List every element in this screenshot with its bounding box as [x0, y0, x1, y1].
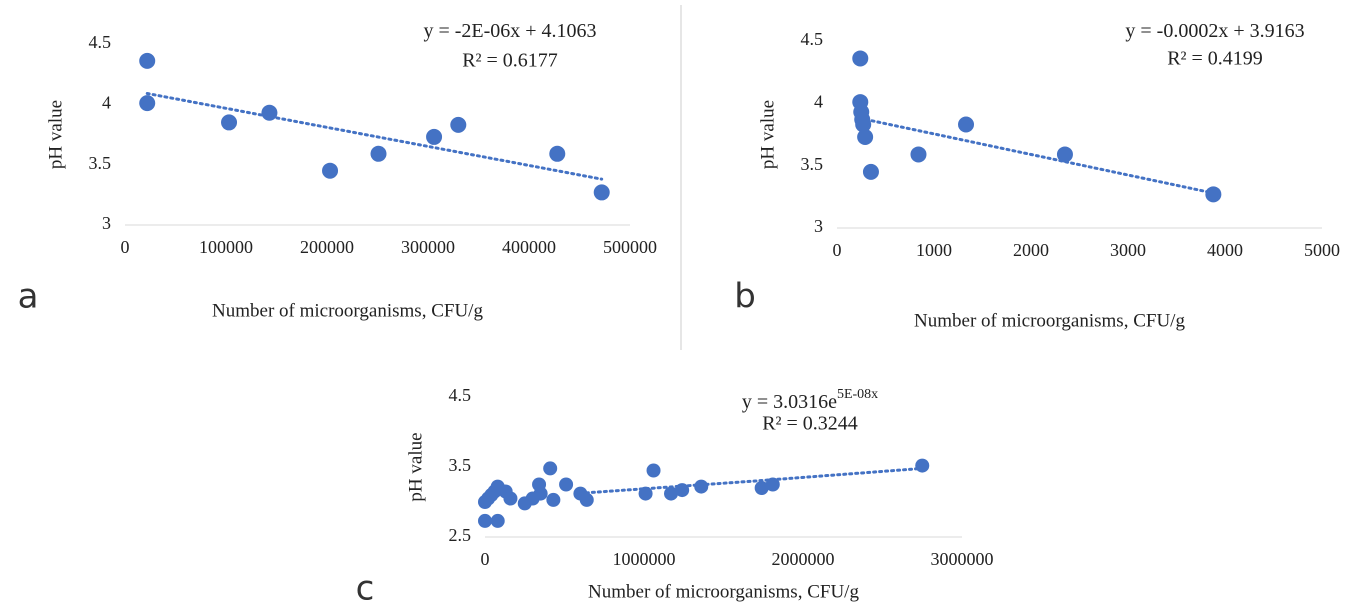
- equation-text: y = -2E-06x + 4.1063: [423, 20, 596, 42]
- data-point: [862, 163, 879, 180]
- x-tick-label: 3000: [1110, 240, 1146, 260]
- trend-equation: y = -2E-06x + 4.1063: [423, 20, 596, 42]
- data-point: [694, 479, 709, 494]
- equation-exponent: 5E-08x: [837, 387, 878, 402]
- x-axis-title: Number of microorganisms, CFU/g: [212, 300, 483, 321]
- data-point: [543, 461, 558, 476]
- data-point: [139, 95, 156, 112]
- data-point: [675, 483, 690, 498]
- data-point: [857, 128, 874, 145]
- data-point: [915, 458, 930, 473]
- data-point: [1056, 146, 1073, 163]
- y-tick-label: 4: [102, 92, 111, 112]
- r-squared: R² = 0.4199: [1167, 48, 1263, 70]
- panel-letter: b: [734, 277, 756, 317]
- data-point: [221, 114, 238, 131]
- x-tick-label: 4000: [1207, 240, 1243, 260]
- data-point: [664, 486, 679, 501]
- y-axis-title: pH value: [757, 100, 778, 169]
- y-tick-label: 3.5: [449, 455, 472, 475]
- chart: 3 3.5 4 4.5 0 1000 2000 3000 4000 5000 pH value Num…: [734, 20, 1340, 332]
- data-point: [503, 491, 518, 506]
- data-point: [855, 116, 872, 133]
- x-tick-label: 1000: [916, 240, 952, 260]
- chart: 2.5 3.5 4.5 0 1000000 2000000 3000000 pH value N…: [356, 385, 994, 608]
- trend-equation: y = -0.0002x + 3.9163: [1125, 20, 1304, 42]
- r-squared: R² = 0.6177: [462, 50, 558, 72]
- data-point: [490, 513, 505, 528]
- y-tick-label: 4.5: [89, 32, 112, 52]
- data-point: [322, 162, 339, 179]
- y-tick-label: 3.5: [89, 153, 112, 173]
- y-tick-label: 3: [814, 216, 823, 236]
- data-point: [426, 128, 443, 145]
- x-tick-label: 3000000: [931, 549, 994, 569]
- data-point: [546, 492, 561, 507]
- data-point: [450, 116, 467, 133]
- equation-text: y = -0.0002x + 3.9163: [1125, 20, 1304, 42]
- equation-text: y = 3.0316e: [742, 391, 837, 413]
- x-tick-label: 5000: [1304, 240, 1340, 260]
- x-tick-label: 0: [481, 549, 490, 569]
- x-tick-label: 0: [833, 240, 842, 260]
- y-tick-label: 2.5: [449, 525, 472, 545]
- data-point: [852, 50, 869, 67]
- y-tick-label: 4.5: [449, 385, 472, 405]
- data-point: [139, 52, 156, 69]
- panel-letter: a: [18, 277, 39, 317]
- data-point: [533, 486, 548, 501]
- panel-letter: c: [356, 569, 375, 609]
- data-point: [1205, 186, 1222, 203]
- chart: 3 3.5 4 4.5 0 100000 200000 300000 400000 500000 p…: [18, 20, 657, 322]
- x-tick-label: 300000: [401, 237, 455, 257]
- x-axis-title: Number of microorganisms, CFU/g: [914, 310, 1185, 331]
- x-tick-label: 0: [121, 237, 130, 257]
- x-tick-label: 500000: [603, 237, 657, 257]
- data-point: [958, 116, 975, 133]
- data-point: [638, 486, 653, 501]
- data-point: [478, 513, 492, 528]
- x-tick-label: 2000: [1013, 240, 1049, 260]
- x-tick-label: 2000000: [772, 549, 835, 569]
- data-point: [549, 145, 566, 162]
- y-tick-label: 3: [102, 213, 111, 233]
- data-point: [754, 481, 769, 495]
- r-squared: R² = 0.3244: [762, 413, 858, 435]
- y-axis-title: pH value: [45, 100, 66, 169]
- y-tick-label: 4.5: [801, 29, 824, 49]
- trendline: [578, 466, 924, 495]
- data-point: [646, 463, 661, 478]
- data-point: [593, 184, 610, 201]
- data-point: [765, 477, 780, 492]
- y-tick-label: 4: [814, 91, 823, 111]
- data-point: [579, 492, 594, 507]
- x-tick-label: 1000000: [613, 549, 676, 569]
- y-tick-label: 3.5: [801, 154, 824, 174]
- x-tick-label: 400000: [502, 237, 556, 257]
- data-point: [559, 477, 574, 492]
- x-tick-label: 200000: [300, 237, 354, 257]
- trendline: [145, 91, 604, 181]
- trend-equation: y = 3.0316e5E-08x: [742, 387, 878, 412]
- x-tick-label: 100000: [199, 237, 253, 257]
- trendline: [858, 116, 1215, 195]
- x-axis-title: Number of microorganisms, CFU/g: [588, 581, 859, 602]
- data-point: [261, 104, 278, 121]
- y-axis-title: pH value: [405, 432, 426, 501]
- data-point: [910, 146, 927, 163]
- data-point: [370, 145, 387, 162]
